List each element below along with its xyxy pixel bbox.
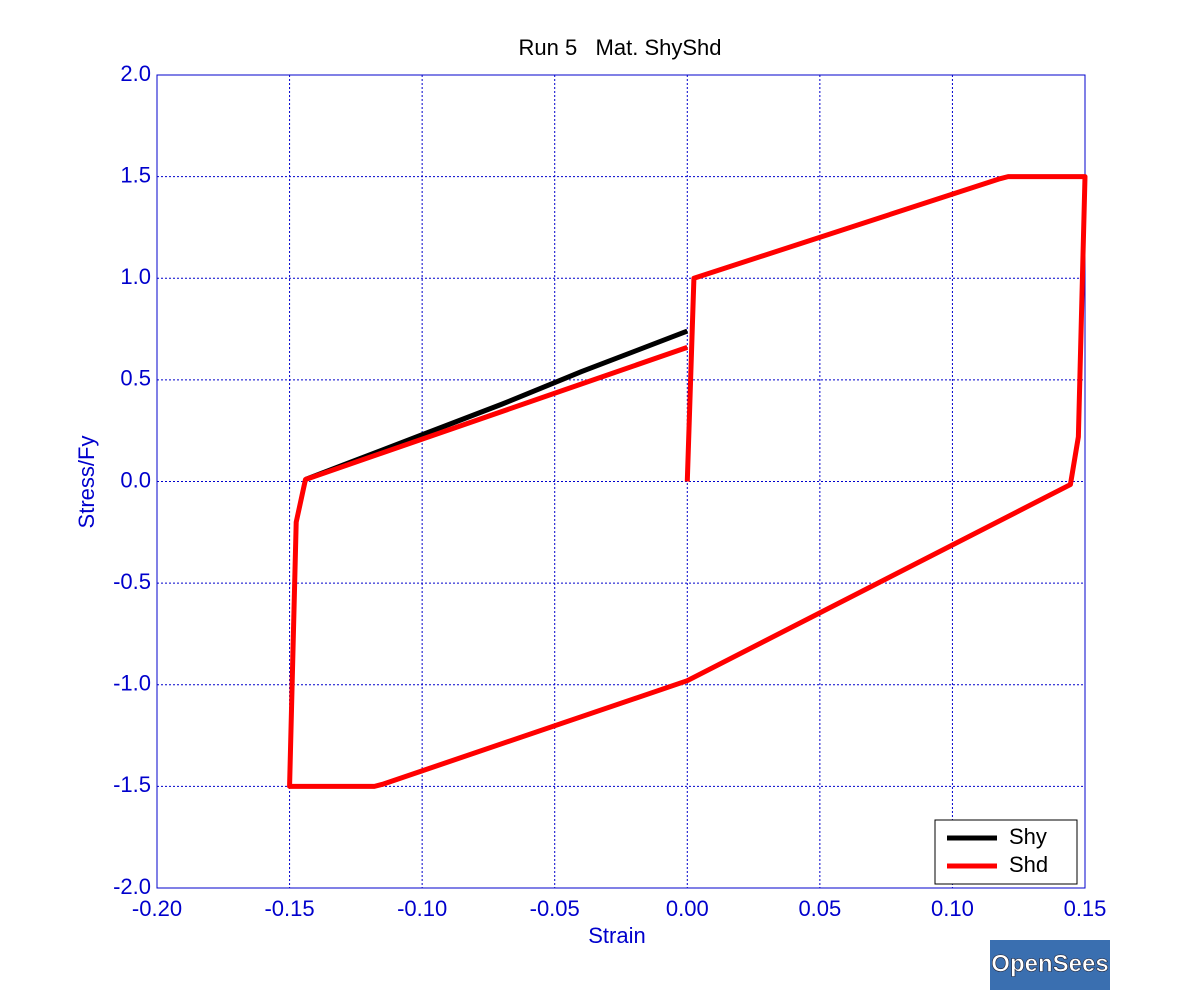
y-tick-label: 0.0	[120, 467, 151, 492]
y-tick-label: -2.0	[113, 874, 151, 899]
x-tick-label: 0.10	[931, 896, 974, 921]
y-tick-label: 2.0	[120, 61, 151, 86]
y-tick-label: 0.5	[120, 366, 151, 391]
x-tick-label: -0.05	[530, 896, 580, 921]
x-tick-label: -0.15	[264, 896, 314, 921]
legend-label: Shy	[1009, 824, 1047, 849]
legend: Shy Shd	[934, 819, 1078, 885]
y-tick-label: 1.5	[120, 162, 151, 187]
y-tick-label: -1.5	[113, 772, 151, 797]
y-tick-label: -1.0	[113, 671, 151, 696]
x-axis-label: Strain	[588, 923, 645, 948]
x-tick-label: 0.00	[666, 896, 709, 921]
x-tick-label: -0.10	[397, 896, 447, 921]
y-tick-label: -0.5	[113, 569, 151, 594]
chart-title: Run 5 Mat. ShyShd	[519, 35, 722, 60]
y-tick-label: 1.0	[120, 264, 151, 289]
series-line	[287, 174, 1088, 789]
legend-label: Shd	[1009, 852, 1048, 877]
logo: OpenSees	[990, 940, 1110, 990]
logo-text: OpenSees	[991, 950, 1108, 977]
legend-box	[934, 819, 1078, 885]
logo-background	[990, 940, 1110, 990]
plot-frame	[156, 74, 1086, 889]
x-tick-label: -0.20	[132, 896, 182, 921]
x-tick-label: 0.15	[1064, 896, 1107, 921]
y-axis-label: Stress/Fy	[74, 436, 99, 529]
x-tick-label: 0.05	[798, 896, 841, 921]
